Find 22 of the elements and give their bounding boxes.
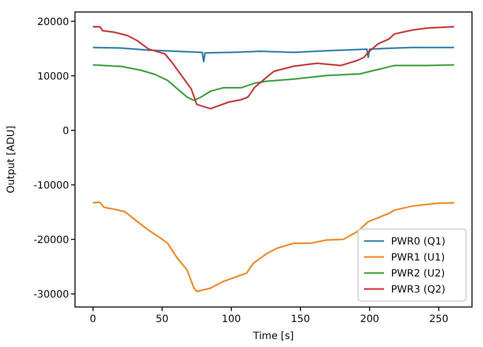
line-series: [92, 26, 455, 110]
legend-label: PWR0 (Q1): [391, 236, 446, 248]
x-tick-label: 200: [360, 314, 380, 325]
y-tick-label: 20000: [37, 16, 69, 28]
x-tick-label: 150: [290, 314, 310, 325]
y-tick-label: 10000: [37, 71, 69, 82]
y-tick-label: -10000: [34, 180, 69, 192]
x-tick-label: 100: [222, 314, 241, 325]
y-axis-title: Output [ADU]: [6, 126, 17, 194]
legend-label: PWR2 (U2): [391, 268, 445, 280]
x-axis-title: Time [s]: [252, 331, 294, 342]
line-series: [92, 64, 455, 102]
x-tick-label: 250: [429, 314, 448, 325]
line-series: [92, 46, 455, 62]
y-tick-label: -30000: [34, 289, 69, 300]
x-tick-label: 50: [156, 314, 169, 325]
legend-label: PWR3 (Q2): [391, 284, 446, 296]
y-tick-label: -20000: [34, 234, 69, 246]
line-series: [92, 202, 455, 292]
y-tick-label: 0: [62, 126, 69, 137]
legend-label: PWR1 (U1): [391, 252, 445, 264]
x-tick-label: 0: [90, 314, 96, 325]
